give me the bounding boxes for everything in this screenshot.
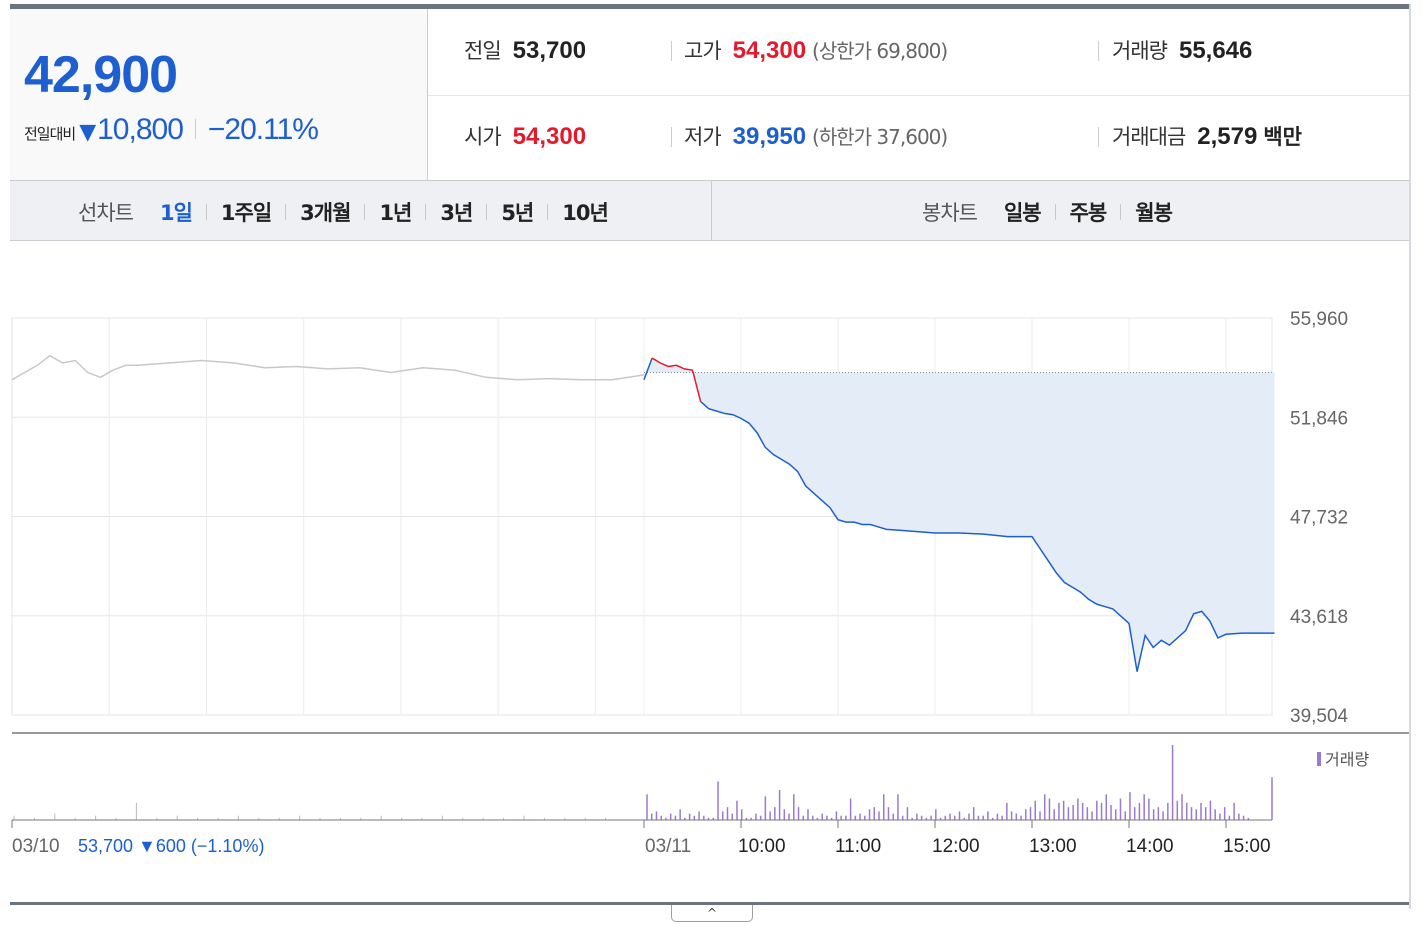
y-axis-ticks: 55,960 51,846 47,732 43,618 39,504 bbox=[1290, 309, 1349, 727]
volume-bars: 거래량 bbox=[12, 732, 1409, 820]
price-change: 전일대비 ▼ 10,800 −20.11% bbox=[24, 113, 319, 147]
tab-10year[interactable]: 10년 bbox=[562, 201, 609, 225]
y-tick-label: 51,846 bbox=[1290, 408, 1348, 429]
x-axis: 03/10 53,700 ▼600 (−1.10%) 03/11 10:00 11:00… bbox=[11, 819, 1272, 857]
right-border bbox=[1409, 4, 1411, 909]
quote-grid: 전일 53,700 고가 54,300 (상한가 69,800) 거래량 55,… bbox=[428, 9, 1409, 180]
collapse-chart-button[interactable]: ^ bbox=[671, 905, 753, 922]
prev-day-summary: 53,700 ▼600 (−1.10%) bbox=[78, 836, 264, 856]
low-value: 39,950 bbox=[732, 123, 807, 150]
x-tick-label: 14:00 bbox=[1126, 836, 1174, 857]
divider bbox=[1054, 204, 1056, 220]
upper-limit: (상한가 69,800) bbox=[812, 39, 948, 63]
y-tick-label: 55,960 bbox=[1290, 309, 1348, 330]
divider bbox=[285, 204, 287, 220]
change-value: 10,800 bbox=[97, 113, 184, 146]
below-prev-close-fill bbox=[644, 358, 1275, 672]
series-line-03-11 bbox=[700, 400, 1275, 672]
y-tick-label: 47,732 bbox=[1290, 508, 1348, 529]
volume-legend-swatch bbox=[1317, 752, 1321, 766]
amount-cell: 거래대금 2,579 백만 bbox=[1112, 121, 1302, 151]
volume-label: 거래량 bbox=[1112, 39, 1168, 63]
series-line-03-10 bbox=[11, 354, 645, 381]
chart-lines bbox=[11, 354, 1275, 672]
candle-chart-heading: 봉차트 bbox=[922, 201, 978, 225]
x-tick-label: 10:00 bbox=[738, 836, 786, 857]
prev-close-label: 전일 bbox=[464, 39, 502, 63]
y-tick-label: 39,504 bbox=[1290, 706, 1349, 727]
current-price: 42,900 bbox=[24, 46, 178, 104]
volume-value: 55,646 bbox=[1178, 37, 1253, 64]
high-value: 54,300 bbox=[732, 37, 807, 64]
volume-legend-label: 거래량 bbox=[1325, 750, 1369, 769]
line-chart-heading: 선차트 bbox=[78, 201, 134, 225]
candle-chart-tabs: 봉차트 일봉 주봉 월봉 bbox=[922, 197, 1173, 227]
high-cell: 고가 54,300 (상한가 69,800) bbox=[684, 35, 948, 65]
price-summary: 42,900 전일대비 ▼ 10,800 −20.11% 전일 53,700 고… bbox=[10, 9, 1409, 180]
tab-3year[interactable]: 3년 bbox=[440, 201, 473, 225]
top-border bbox=[10, 4, 1409, 9]
x-tick-label: 12:00 bbox=[932, 836, 980, 857]
line-chart-tabs: 선차트 1일 1주일 3개월 1년 3년 5년 10년 bbox=[78, 197, 609, 227]
divider bbox=[425, 204, 427, 220]
x-tick-label: 11:00 bbox=[835, 836, 881, 857]
y-tick-label: 43,618 bbox=[1290, 607, 1348, 628]
low-label: 저가 bbox=[684, 125, 722, 149]
tab-daily-candle[interactable]: 일봉 bbox=[1003, 201, 1042, 225]
x-tick-label: 15:00 bbox=[1223, 836, 1271, 857]
low-cell: 저가 39,950 (하한가 37,600) bbox=[684, 121, 948, 151]
tab-5year[interactable]: 5년 bbox=[501, 201, 534, 225]
change-percent: −20.11% bbox=[207, 113, 319, 146]
x-tick-label: 13:00 bbox=[1029, 836, 1077, 857]
open-label: 시가 bbox=[464, 125, 502, 149]
current-price-box: 42,900 전일대비 ▼ 10,800 −20.11% bbox=[10, 9, 428, 180]
tab-weekly-candle[interactable]: 주봉 bbox=[1069, 201, 1108, 225]
series-line-above-prev bbox=[651, 357, 702, 402]
divider bbox=[1120, 204, 1122, 220]
divider bbox=[671, 41, 672, 61]
amount-value: 2,579 bbox=[1197, 123, 1258, 150]
divider bbox=[547, 204, 549, 220]
tab-1week[interactable]: 1주일 bbox=[220, 201, 272, 225]
tab-1year[interactable]: 1년 bbox=[379, 201, 412, 225]
divider bbox=[194, 119, 196, 139]
divider bbox=[671, 127, 672, 147]
tab-monthly-candle[interactable]: 월봉 bbox=[1135, 201, 1173, 225]
amount-unit: 백만 bbox=[1263, 125, 1302, 149]
divider bbox=[364, 204, 366, 220]
tab-3month[interactable]: 3개월 bbox=[300, 201, 351, 225]
divider bbox=[205, 204, 207, 220]
change-label: 전일대비 bbox=[24, 125, 76, 143]
lower-limit: (하한가 37,600) bbox=[812, 125, 948, 149]
open-cell: 시가 54,300 bbox=[464, 121, 586, 151]
tab-1day[interactable]: 1일 bbox=[159, 201, 193, 225]
chart-fill bbox=[644, 358, 1275, 672]
row-divider bbox=[428, 95, 1409, 96]
divider bbox=[1098, 41, 1099, 61]
chevron-up-icon: ^ bbox=[706, 906, 718, 920]
open-value: 54,300 bbox=[512, 123, 587, 150]
volume-cell: 거래량 55,646 bbox=[1112, 35, 1252, 65]
x-tick-label-prev-day: 03/10 bbox=[12, 836, 60, 857]
tab-group-divider bbox=[711, 181, 712, 240]
chart-tab-bar: 선차트 1일 1주일 3개월 1년 3년 5년 10년 봉차트 일봉 주봉 월봉 bbox=[10, 180, 1409, 241]
prev-close-value: 53,700 bbox=[512, 37, 587, 64]
prev-close-cell: 전일 53,700 bbox=[464, 35, 586, 65]
amount-label: 거래대금 bbox=[1112, 125, 1186, 149]
divider bbox=[1098, 127, 1099, 147]
down-triangle-icon: ▼ bbox=[79, 120, 97, 145]
bottom-border bbox=[10, 902, 1409, 905]
series-line-open bbox=[643, 357, 653, 381]
high-label: 고가 bbox=[684, 39, 722, 63]
x-tick-label-today: 03/11 bbox=[645, 836, 691, 857]
divider bbox=[486, 204, 488, 220]
